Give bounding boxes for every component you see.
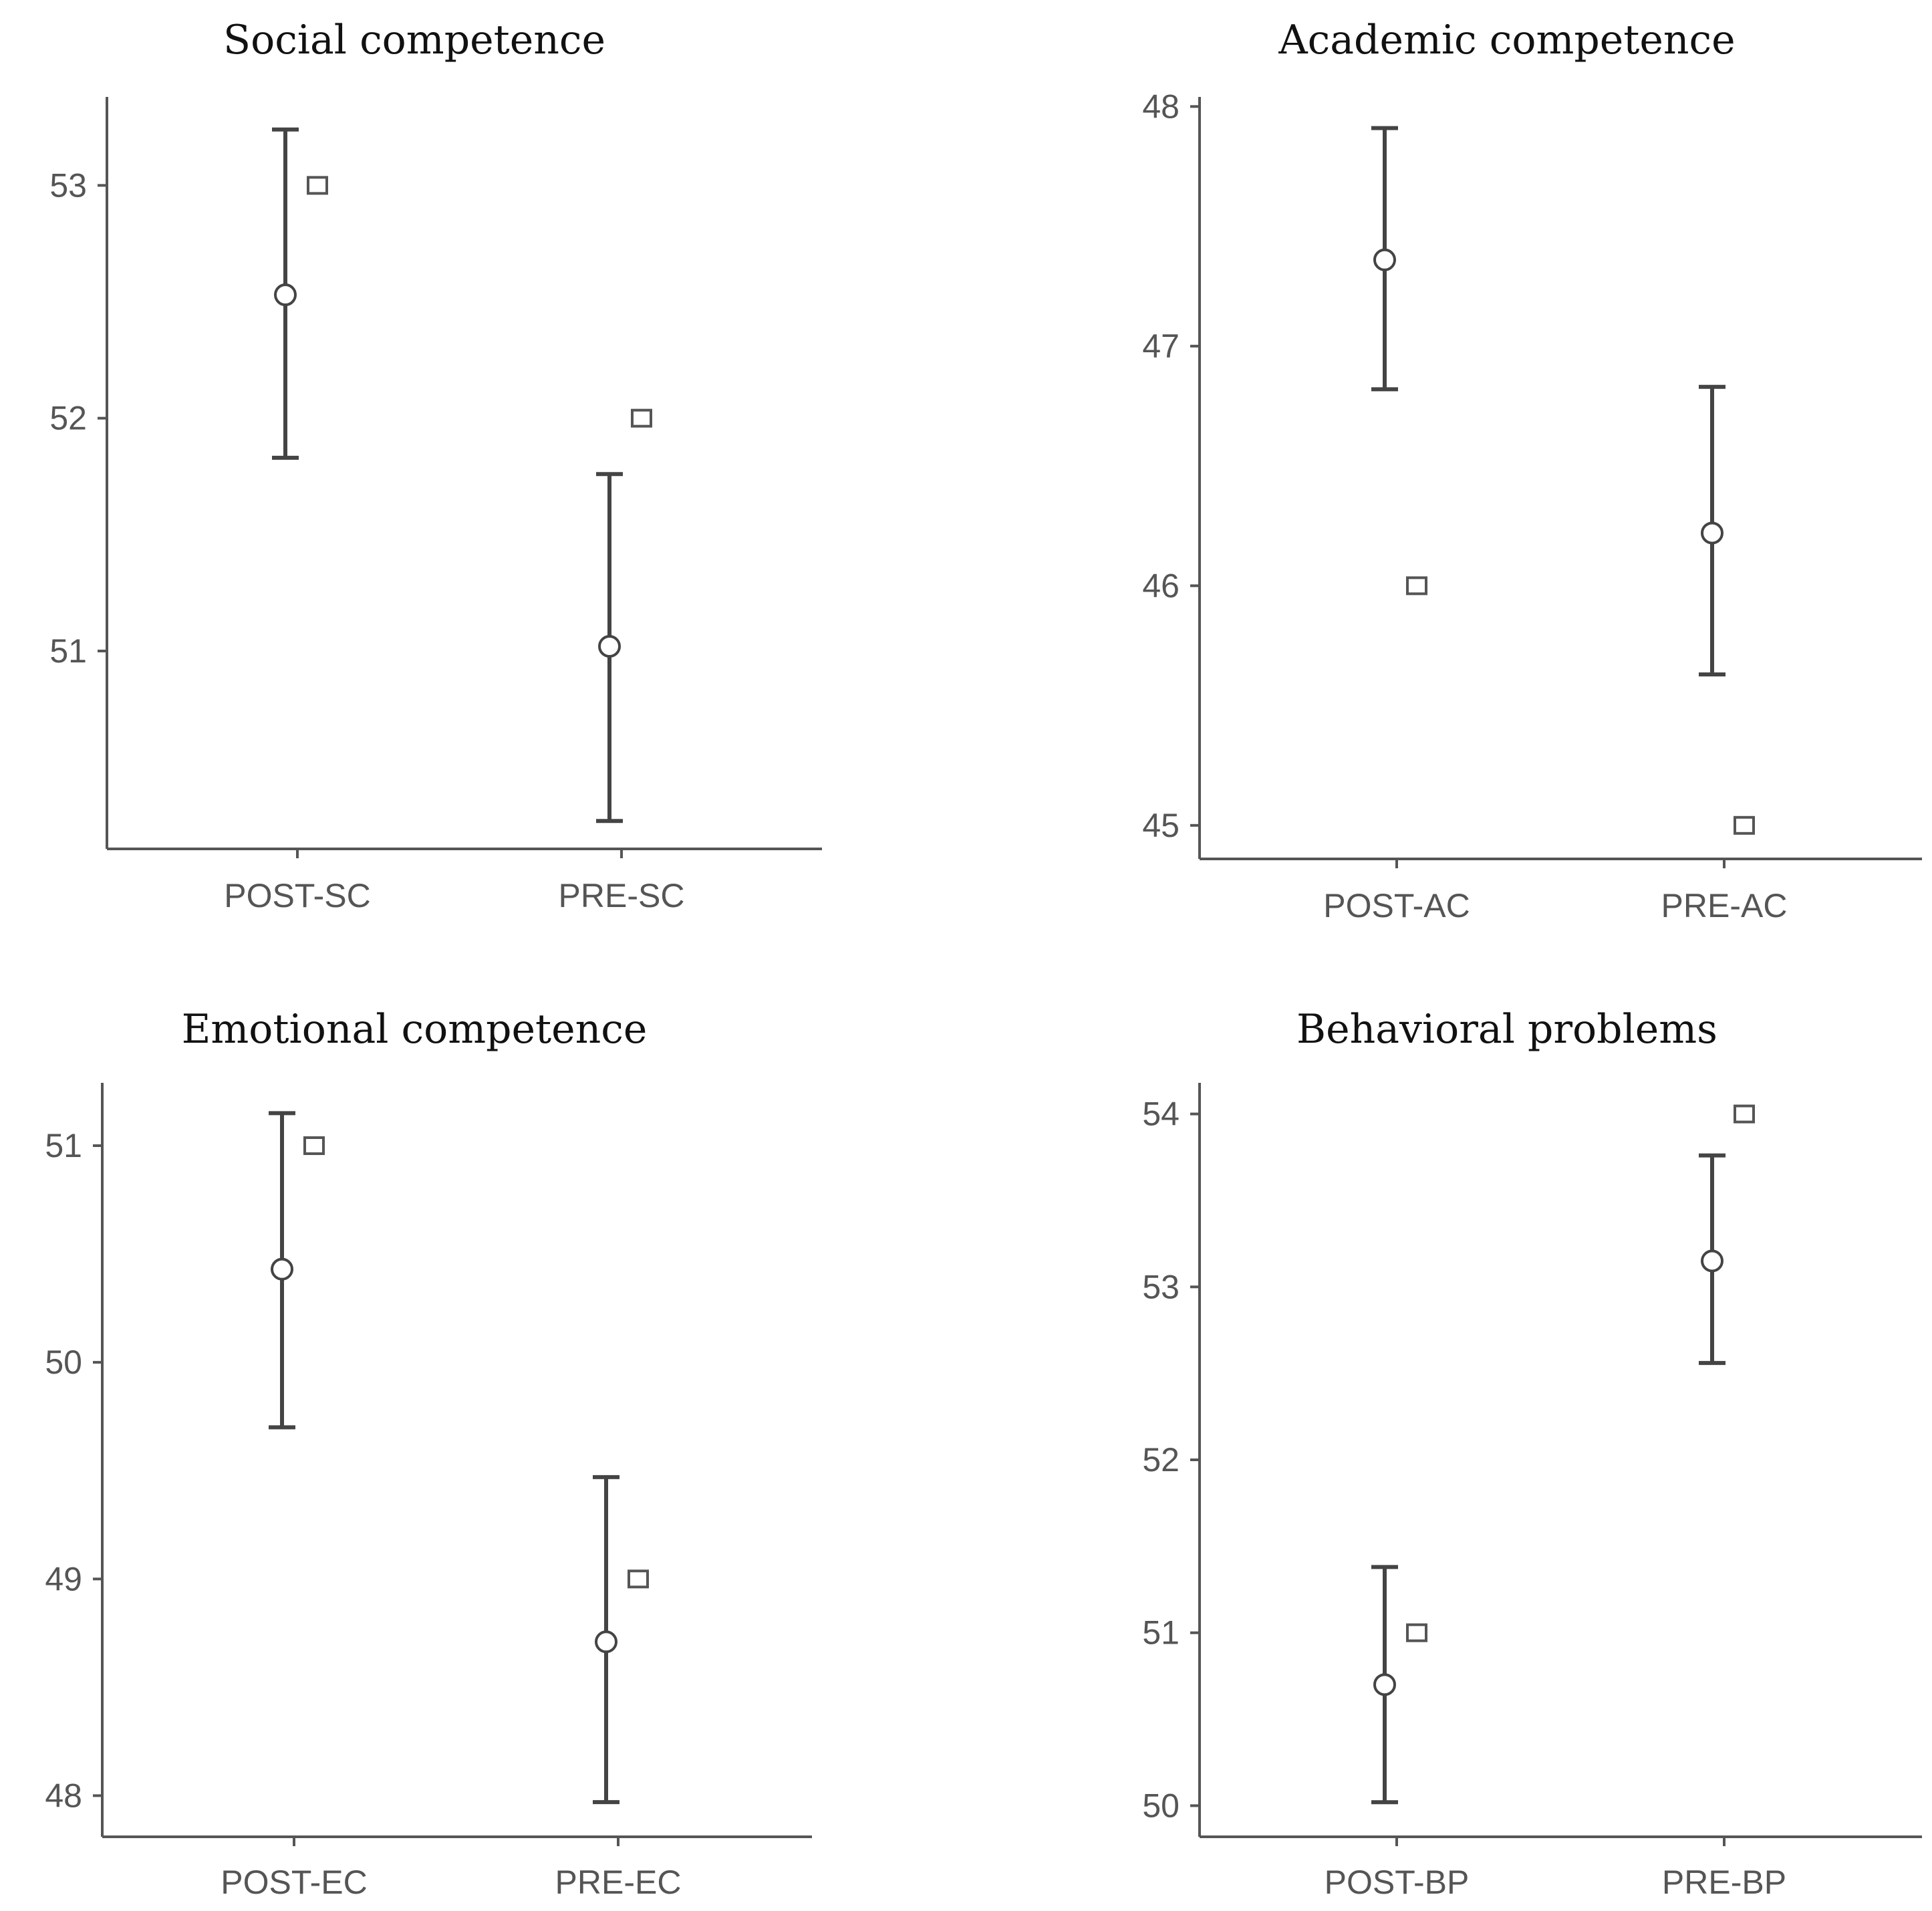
mean-marker — [598, 634, 621, 658]
mean-marker — [1373, 1673, 1396, 1696]
mean-marker — [1701, 1249, 1723, 1273]
median-marker — [628, 1569, 649, 1589]
y-tick-label: 47 — [1142, 328, 1180, 365]
chart-title: Emotional competence — [182, 1006, 648, 1053]
chart-title: Academic competence — [1278, 17, 1735, 63]
mean-marker — [595, 1630, 617, 1654]
x-tick-label: POST-BP — [1325, 1864, 1470, 1901]
y-tick-label: 45 — [1142, 807, 1180, 844]
median-marker — [307, 176, 328, 195]
x-tick-label: POST-EC — [221, 1864, 367, 1901]
y-tick-label: 51 — [45, 1127, 82, 1164]
median-marker — [303, 1136, 325, 1155]
median-marker — [1734, 1104, 1755, 1124]
y-tick-label: 51 — [1142, 1614, 1180, 1652]
y-tick-label: 48 — [45, 1777, 82, 1814]
x-tick-label: PRE-EC — [555, 1864, 682, 1901]
chart-title: Behavioral problems — [1296, 1006, 1717, 1053]
median-marker — [1406, 1623, 1427, 1642]
median-marker — [631, 408, 652, 428]
y-tick-label: 49 — [45, 1560, 82, 1598]
mean-marker — [1373, 248, 1396, 271]
x-tick-label: PRE-BP — [1662, 1864, 1786, 1901]
y-tick-label: 54 — [1142, 1096, 1180, 1133]
y-tick-label: 52 — [1142, 1441, 1180, 1479]
y-tick-label: 52 — [49, 400, 87, 437]
y-tick-label: 53 — [49, 166, 87, 204]
y-tick-label: 50 — [1142, 1787, 1180, 1824]
median-marker — [1406, 576, 1427, 596]
y-tick-label: 51 — [49, 632, 87, 670]
mean-marker — [271, 1257, 293, 1281]
x-tick-label: PRE-AC — [1661, 887, 1788, 924]
y-tick-label: 53 — [1142, 1268, 1180, 1305]
x-tick-label: POST-AC — [1323, 887, 1470, 924]
chart-title: Social competence — [223, 17, 605, 63]
median-marker — [1734, 815, 1755, 835]
y-tick-label: 48 — [1142, 88, 1180, 125]
y-tick-label: 46 — [1142, 567, 1180, 604]
mean-marker — [1701, 521, 1723, 545]
y-tick-label: 50 — [45, 1344, 82, 1381]
x-tick-label: PRE-SC — [559, 877, 685, 914]
x-tick-label: POST-SC — [224, 877, 370, 914]
mean-marker — [274, 283, 297, 307]
